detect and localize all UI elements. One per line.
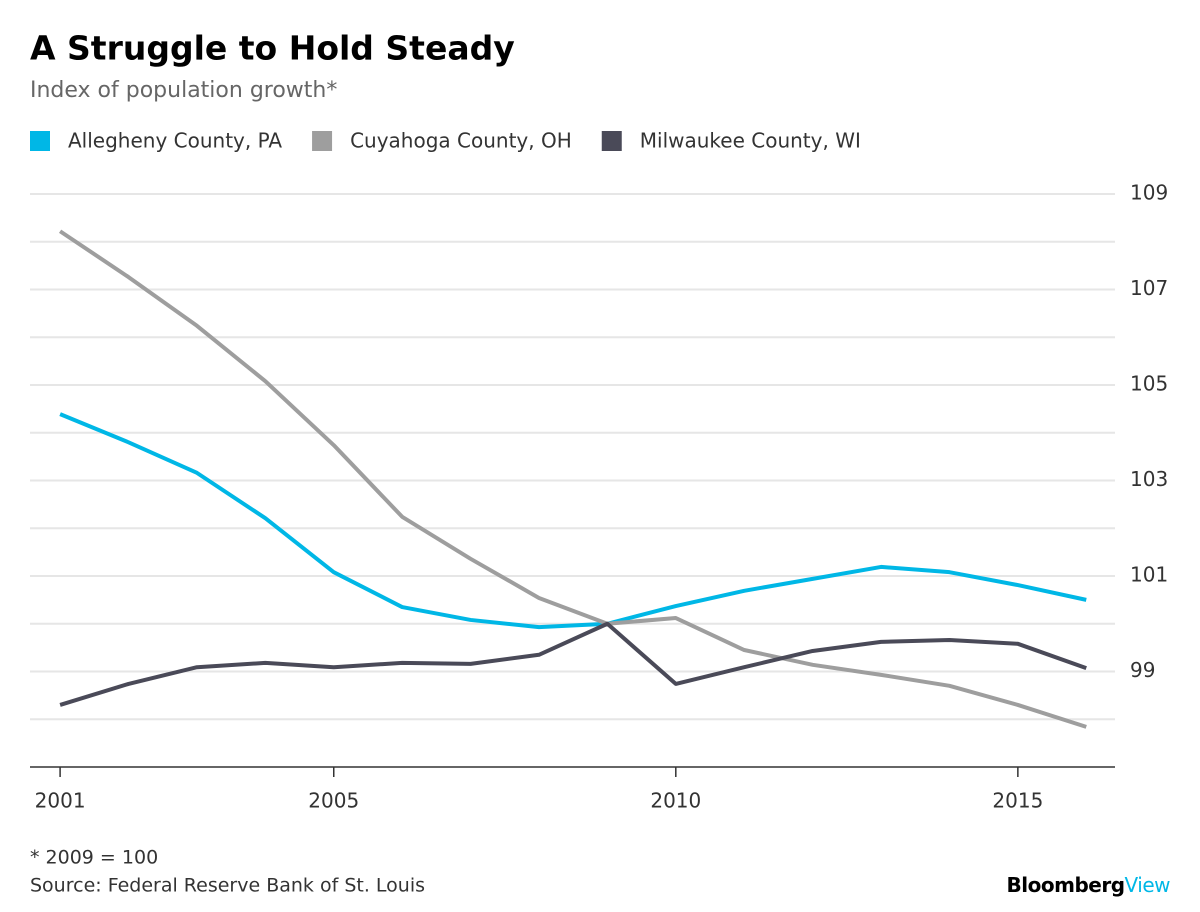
footnote: * 2009 = 100 — [30, 847, 158, 869]
brand-suffix: View — [1125, 873, 1171, 897]
legend-label: Cuyahoga County, OH — [350, 129, 572, 153]
legend-swatch — [30, 131, 50, 151]
y-tick-label: 99 — [1130, 658, 1155, 682]
y-tick-label: 107 — [1130, 276, 1168, 300]
y-tick-label: 103 — [1130, 467, 1168, 491]
legend-swatch — [312, 131, 333, 151]
source: Source: Federal Reserve Bank of St. Loui… — [30, 875, 425, 897]
series-line — [58, 229, 1087, 729]
x-tick-label: 2015 — [992, 789, 1043, 813]
brand-name: Bloomberg — [1007, 873, 1125, 897]
legend-label: Milwaukee County, WI — [640, 129, 861, 153]
y-tick-label: 101 — [1130, 563, 1168, 587]
legend-label: Allegheny County, PA — [68, 129, 282, 153]
chart-subtitle: Index of population growth* — [30, 78, 337, 103]
chart-title: A Struggle to Hold Steady — [30, 29, 515, 68]
series-line — [59, 412, 1087, 630]
legend-swatch — [601, 131, 622, 151]
x-tick-label: 2010 — [650, 789, 701, 813]
x-tick-label: 2005 — [308, 789, 359, 813]
y-tick-label: 109 — [1130, 181, 1168, 205]
x-tick-label: 2001 — [35, 789, 86, 813]
brand: BloombergView — [1007, 873, 1171, 897]
series-line — [59, 621, 1087, 707]
y-tick-label: 105 — [1130, 372, 1168, 396]
